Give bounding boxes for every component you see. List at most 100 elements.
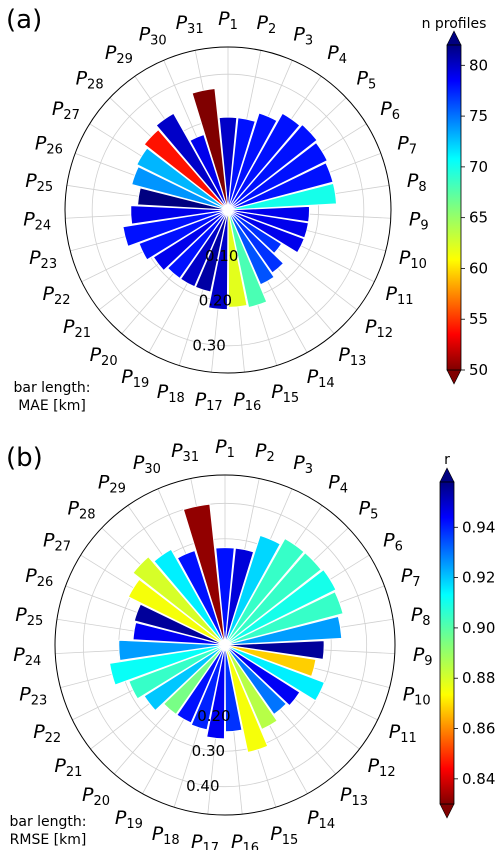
bar-p26 <box>133 603 226 646</box>
category-label-p16: P16 <box>231 831 259 850</box>
category-label-p28: P28 <box>67 498 95 523</box>
category-label-p22: P22 <box>33 721 61 746</box>
colorbar-tick-label: 0.94 <box>462 518 495 536</box>
category-label-p27: P27 <box>43 529 71 554</box>
bar-p28 <box>143 128 229 211</box>
category-label-p23: P23 <box>29 247 57 272</box>
category-label-p12: P12 <box>368 755 396 780</box>
colorbar-b: r 0.84 0.86 0.88 0.90 0.92 0.94 <box>439 452 495 819</box>
radial-tick-label: 0.20 <box>197 707 230 725</box>
colorbar-extend-max <box>446 30 462 46</box>
colorbar-title: r <box>444 452 450 468</box>
category-label-p10: P10 <box>399 247 427 272</box>
radial-tick-label: 0.40 <box>186 777 219 795</box>
bar-p14 <box>224 644 278 731</box>
bar-p12 <box>224 644 301 707</box>
bar-p29 <box>155 112 229 211</box>
colorbar-gradient <box>446 44 462 371</box>
bar-p18 <box>190 644 226 731</box>
category-label-p24: P24 <box>13 644 41 669</box>
colorbar-tick-label: 55 <box>469 310 488 328</box>
bar-p23 <box>122 209 229 247</box>
category-label-p30: P30 <box>133 452 161 477</box>
bar-p15 <box>227 209 268 309</box>
category-label-p16: P16 <box>233 389 261 414</box>
category-label-p6: P6 <box>383 529 403 554</box>
category-label-p26: P26 <box>25 565 53 590</box>
bar-p29 <box>153 548 226 646</box>
bar-p7 <box>224 591 344 646</box>
bar-p6 <box>227 141 328 211</box>
panel-b-label: (b) <box>6 443 43 473</box>
colorbar-extend-min <box>439 803 455 819</box>
bar-p12 <box>227 209 283 255</box>
bar-p13 <box>227 209 285 274</box>
bar-p18 <box>194 209 229 293</box>
bar-p30 <box>176 549 226 646</box>
bar-p28 <box>132 556 226 646</box>
bar-p27 <box>136 147 229 211</box>
bar-p10 <box>227 209 310 239</box>
category-label-p20: P20 <box>90 344 118 369</box>
bar-p4 <box>227 112 301 211</box>
bar-p11 <box>224 644 326 702</box>
colorbar-tick-label: 80 <box>469 56 488 74</box>
bar-p30 <box>189 133 229 211</box>
panel-a-note-line-2: MAE [km] <box>18 398 86 414</box>
category-label-p21: P21 <box>63 316 91 341</box>
category-label-p15: P15 <box>271 381 299 406</box>
radial-tick-label: 0.10 <box>205 247 238 265</box>
bar-p16 <box>227 209 248 308</box>
category-label-p12: P12 <box>365 316 393 341</box>
category-label-p3: P3 <box>293 452 313 477</box>
category-label-p2: P2 <box>257 12 277 37</box>
category-label-p8: P8 <box>407 170 427 195</box>
category-label-p25: P25 <box>25 170 53 195</box>
bar-p31 <box>182 503 226 646</box>
bar-p31 <box>191 87 229 211</box>
bar-p4 <box>224 537 305 646</box>
bar-p8 <box>224 615 343 646</box>
category-label-p15: P15 <box>270 823 298 848</box>
panel-a-label: (a) <box>6 5 42 35</box>
category-label-p22: P22 <box>42 283 70 308</box>
category-label-p19: P19 <box>115 807 143 832</box>
colorbar-title: n profiles <box>422 16 487 32</box>
category-label-p4: P4 <box>328 472 348 497</box>
colorbar-tick-label: 0.88 <box>462 669 495 687</box>
category-label-p31: P31 <box>176 12 204 37</box>
bar-p20 <box>166 209 229 280</box>
colorbar-tick-label: 0.86 <box>462 720 495 738</box>
colorbar-tick-label: 70 <box>469 158 488 176</box>
bar-p7 <box>227 162 334 211</box>
category-label-p20: P20 <box>82 784 110 809</box>
bar-p14 <box>227 209 275 286</box>
category-label-p28: P28 <box>76 67 104 92</box>
bar-p2 <box>227 117 256 211</box>
colorbar-gradient <box>439 481 455 805</box>
category-label-p1: P1 <box>218 8 238 33</box>
category-label-p14: P14 <box>307 807 335 832</box>
bar-p19 <box>179 209 229 288</box>
category-label-p4: P4 <box>327 42 347 67</box>
category-label-p29: P29 <box>98 472 126 497</box>
radial-tick-label: 0.30 <box>192 337 225 355</box>
bar-p21 <box>143 644 226 712</box>
category-label-p18: P18 <box>157 381 185 406</box>
colorbar-tick-label: 65 <box>469 209 488 227</box>
category-label-p29: P29 <box>105 42 133 67</box>
bar-p1 <box>215 547 235 646</box>
bar-p15 <box>224 644 269 754</box>
category-label-p13: P13 <box>338 344 366 369</box>
bar-p6 <box>224 569 337 646</box>
panel-b-note-line-1: bar length: <box>9 814 86 830</box>
category-label-p7: P7 <box>401 565 421 590</box>
colorbar-tick-label: 50 <box>469 361 488 379</box>
bar-p1 <box>218 116 238 211</box>
category-label-p25: P25 <box>15 604 43 629</box>
category-label-p19: P19 <box>121 366 149 391</box>
colorbar-tick-label: 75 <box>469 107 488 125</box>
bar-p10 <box>224 644 317 678</box>
